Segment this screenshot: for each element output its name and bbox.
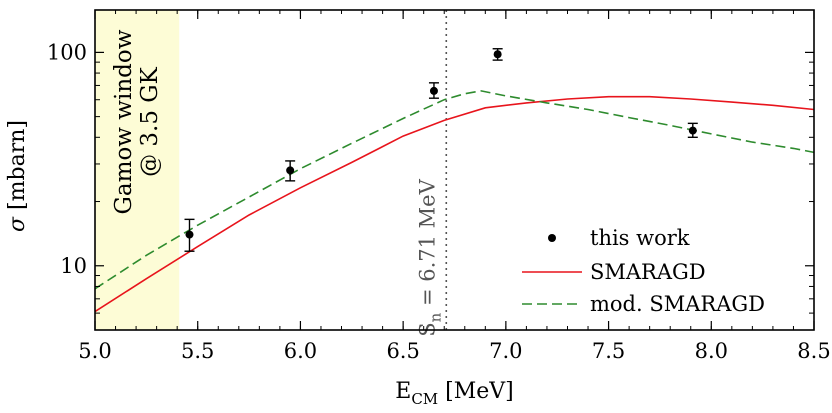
x-tick-label: 7.5 [592, 339, 625, 363]
series-line-1 [94, 95, 815, 313]
data-marker [429, 86, 438, 95]
neutron-threshold-label: Sn = 6.71 MeV [415, 178, 444, 336]
legend-marker-this-work [548, 234, 556, 242]
y-label-main: σ [5, 216, 30, 232]
legend-label-this-work: this work [590, 226, 690, 250]
data-points [184, 48, 698, 252]
x-label-main: E [395, 379, 411, 404]
gamow-window-label-line2: @ 3.5 GK [137, 66, 163, 177]
data-point-4 [687, 122, 698, 139]
data-marker [688, 126, 697, 135]
threshold-label-rest: = 6.71 MeV [415, 178, 439, 312]
y-axis-label: σ [mbarn] [5, 120, 30, 232]
series-lines [94, 90, 815, 313]
data-marker [286, 166, 295, 175]
x-tick-label: 8.5 [797, 339, 830, 363]
y-label-unit: [mbarn] [5, 120, 30, 217]
x-tick-label: 6.0 [284, 339, 317, 363]
threshold-label-subscript: n [426, 312, 444, 322]
x-tick-label: 8.0 [695, 339, 728, 363]
data-point-1 [285, 160, 296, 182]
data-marker [493, 50, 502, 59]
data-point-3 [492, 48, 503, 61]
x-tick-label: 6.5 [386, 339, 419, 363]
x-tick-label: 5.5 [181, 339, 214, 363]
x-label-unit: [MeV] [438, 379, 514, 404]
x-label-subscript: CM [411, 390, 438, 408]
x-tick-label: 5.0 [78, 339, 111, 363]
legend-label-mod-smaragd: mod. SMARAGD [590, 292, 765, 316]
plot-frame [94, 9, 815, 331]
data-point-2 [428, 82, 439, 99]
legend-label-smaragd: SMARAGD [590, 260, 706, 284]
y-tick-label: 10 [60, 254, 87, 278]
axis-ticks: 5.0 5.5 6.0 6.5 7.0 7.5 8.0 8.5 10 100 [47, 10, 831, 363]
data-point-0 [184, 218, 195, 252]
x-tick-label: 7.0 [489, 339, 522, 363]
series-line-2 [94, 90, 815, 290]
gamow-window-region [95, 10, 180, 330]
x-axis-label: ECM [MeV] [395, 379, 514, 408]
data-marker [185, 230, 194, 239]
legend: this work SMARAGD mod. SMARAGD [522, 226, 765, 316]
y-tick-label: 100 [47, 40, 87, 64]
gamow-window-label-line1: Gamow window [111, 29, 137, 214]
